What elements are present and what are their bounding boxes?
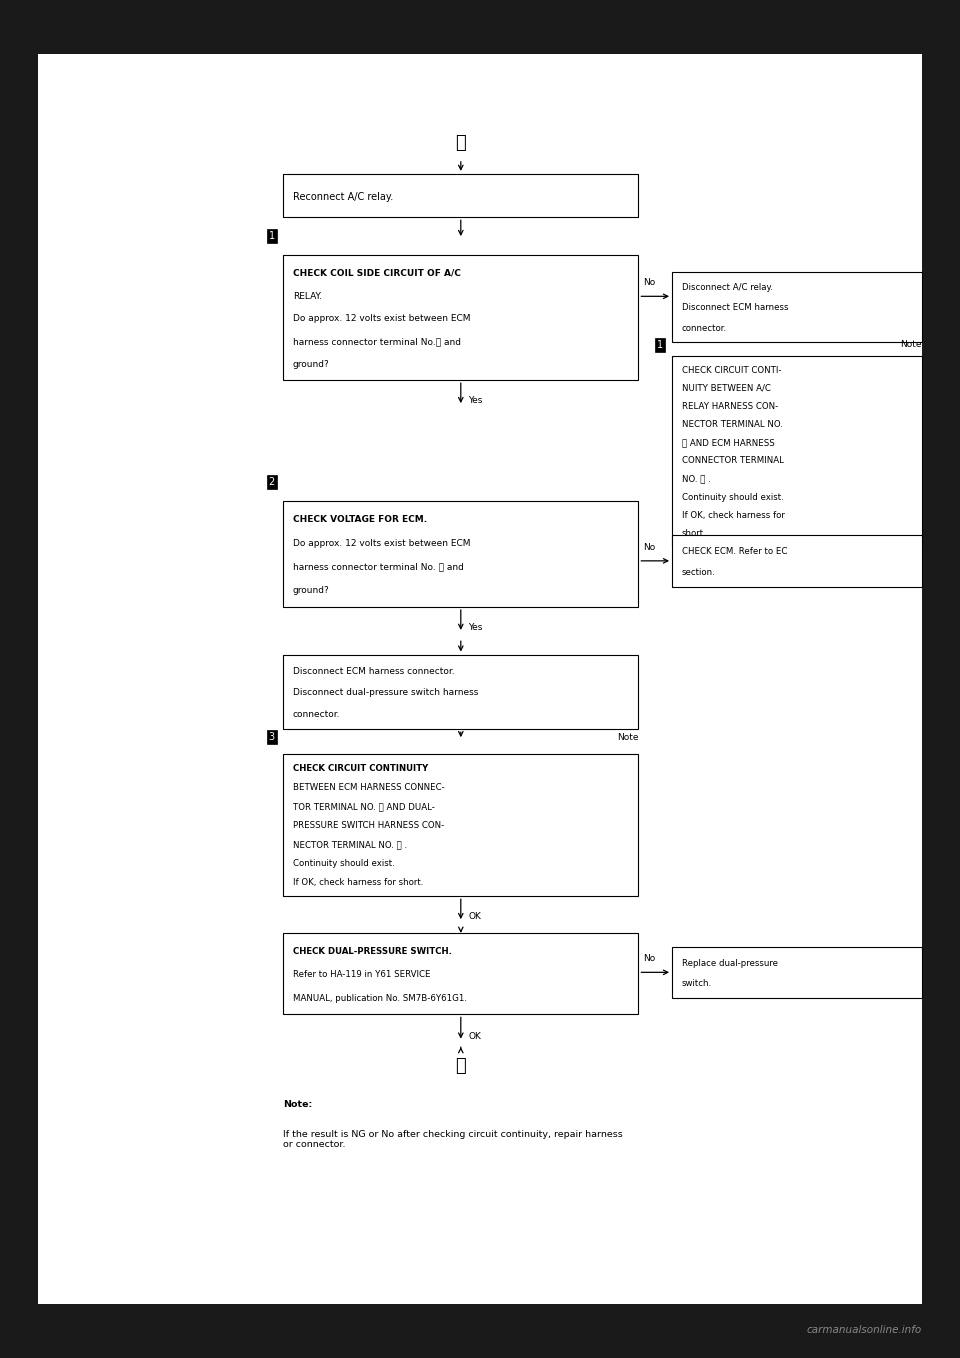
- Text: Disconnect A/C relay.: Disconnect A/C relay.: [682, 284, 773, 292]
- Text: RELAY.: RELAY.: [293, 292, 322, 300]
- Text: No: No: [643, 278, 656, 288]
- Text: Refer to HA-119 in Y61 SERVICE: Refer to HA-119 in Y61 SERVICE: [293, 971, 430, 979]
- Text: OK: OK: [468, 913, 481, 921]
- Text: Note: Note: [900, 341, 922, 349]
- Text: ground?: ground?: [293, 360, 329, 369]
- Text: Disconnect ECM harness connector.: Disconnect ECM harness connector.: [293, 667, 454, 676]
- Text: Yes: Yes: [468, 397, 483, 405]
- Text: Do approx. 12 volts exist between ECM: Do approx. 12 volts exist between ECM: [293, 539, 470, 549]
- Text: NUITY BETWEEN A/C: NUITY BETWEEN A/C: [682, 384, 771, 392]
- Text: harness connector terminal No. Ⓣ and: harness connector terminal No. Ⓣ and: [293, 562, 464, 572]
- Text: NECTOR TERMINAL NO. Ⓣ .: NECTOR TERMINAL NO. Ⓣ .: [293, 841, 407, 850]
- FancyBboxPatch shape: [283, 933, 638, 1014]
- Text: OK: OK: [468, 1032, 481, 1040]
- FancyBboxPatch shape: [283, 655, 638, 729]
- Text: If the result is NG or No after checking circuit continuity, repair harness
or c: If the result is NG or No after checking…: [283, 1130, 623, 1149]
- Text: Disconnect dual-pressure switch harness: Disconnect dual-pressure switch harness: [293, 689, 478, 698]
- Text: Disconnect ECM harness: Disconnect ECM harness: [682, 303, 788, 312]
- Text: Note: Note: [617, 733, 638, 741]
- FancyBboxPatch shape: [283, 174, 638, 217]
- Text: Continuity should exist.: Continuity should exist.: [682, 493, 783, 501]
- Text: Ⓑ: Ⓑ: [455, 1057, 467, 1076]
- Text: 1: 1: [658, 340, 663, 350]
- Text: carmanualsonline.info: carmanualsonline.info: [806, 1325, 922, 1335]
- Text: ground?: ground?: [293, 587, 329, 595]
- Text: Ⓐ: Ⓐ: [455, 133, 467, 152]
- FancyBboxPatch shape: [672, 272, 922, 342]
- Text: If OK, check harness for: If OK, check harness for: [682, 511, 784, 520]
- Text: CHECK COIL SIDE CIRCUIT OF A/C: CHECK COIL SIDE CIRCUIT OF A/C: [293, 269, 461, 278]
- Text: 3: 3: [269, 732, 275, 743]
- Text: CHECK VOLTAGE FOR ECM.: CHECK VOLTAGE FOR ECM.: [293, 516, 427, 524]
- Text: Replace dual-pressure: Replace dual-pressure: [682, 959, 778, 967]
- Text: No: No: [643, 543, 656, 551]
- Text: MANUAL, publication No. SM7B-6Y61G1.: MANUAL, publication No. SM7B-6Y61G1.: [293, 994, 467, 1002]
- Text: switch.: switch.: [682, 979, 711, 989]
- FancyBboxPatch shape: [283, 501, 638, 607]
- Text: CHECK CIRCUIT CONTINUITY: CHECK CIRCUIT CONTINUITY: [293, 765, 428, 774]
- Text: Reconnect A/C relay.: Reconnect A/C relay.: [293, 191, 393, 202]
- Text: Ⓣ AND ECM HARNESS: Ⓣ AND ECM HARNESS: [682, 439, 775, 447]
- Text: CHECK ECM. Refer to EC: CHECK ECM. Refer to EC: [682, 547, 787, 555]
- Text: 1: 1: [269, 231, 275, 242]
- Text: Yes: Yes: [468, 623, 483, 631]
- Text: short.: short.: [682, 528, 707, 538]
- Text: CONNECTOR TERMINAL: CONNECTOR TERMINAL: [682, 456, 783, 466]
- Text: connector.: connector.: [682, 323, 727, 333]
- Text: Continuity should exist.: Continuity should exist.: [293, 860, 395, 869]
- Text: Do approx. 12 volts exist between ECM: Do approx. 12 volts exist between ECM: [293, 315, 470, 323]
- Text: No: No: [643, 955, 656, 963]
- Text: RELAY HARNESS CON-: RELAY HARNESS CON-: [682, 402, 778, 411]
- FancyBboxPatch shape: [672, 947, 922, 998]
- FancyBboxPatch shape: [38, 54, 922, 1304]
- FancyBboxPatch shape: [672, 535, 922, 587]
- Text: connector.: connector.: [293, 710, 340, 718]
- Text: 2: 2: [269, 477, 275, 488]
- FancyBboxPatch shape: [283, 255, 638, 380]
- Text: If OK, check harness for short.: If OK, check harness for short.: [293, 879, 423, 888]
- Text: CHECK CIRCUIT CONTI-: CHECK CIRCUIT CONTI-: [682, 365, 781, 375]
- FancyBboxPatch shape: [283, 754, 638, 896]
- Text: NO. Ⓣ .: NO. Ⓣ .: [682, 474, 710, 483]
- FancyBboxPatch shape: [672, 356, 922, 546]
- Text: section.: section.: [682, 568, 715, 577]
- Text: Note:: Note:: [283, 1100, 312, 1109]
- Text: CHECK DUAL-PRESSURE SWITCH.: CHECK DUAL-PRESSURE SWITCH.: [293, 947, 452, 956]
- Text: TOR TERMINAL NO. Ⓣ AND DUAL-: TOR TERMINAL NO. Ⓣ AND DUAL-: [293, 803, 435, 812]
- Text: PRESSURE SWITCH HARNESS CON-: PRESSURE SWITCH HARNESS CON-: [293, 822, 444, 831]
- Text: NECTOR TERMINAL NO.: NECTOR TERMINAL NO.: [682, 420, 782, 429]
- Text: harness connector terminal No.Ⓣ and: harness connector terminal No.Ⓣ and: [293, 337, 461, 346]
- Text: BETWEEN ECM HARNESS CONNEC-: BETWEEN ECM HARNESS CONNEC-: [293, 784, 444, 793]
